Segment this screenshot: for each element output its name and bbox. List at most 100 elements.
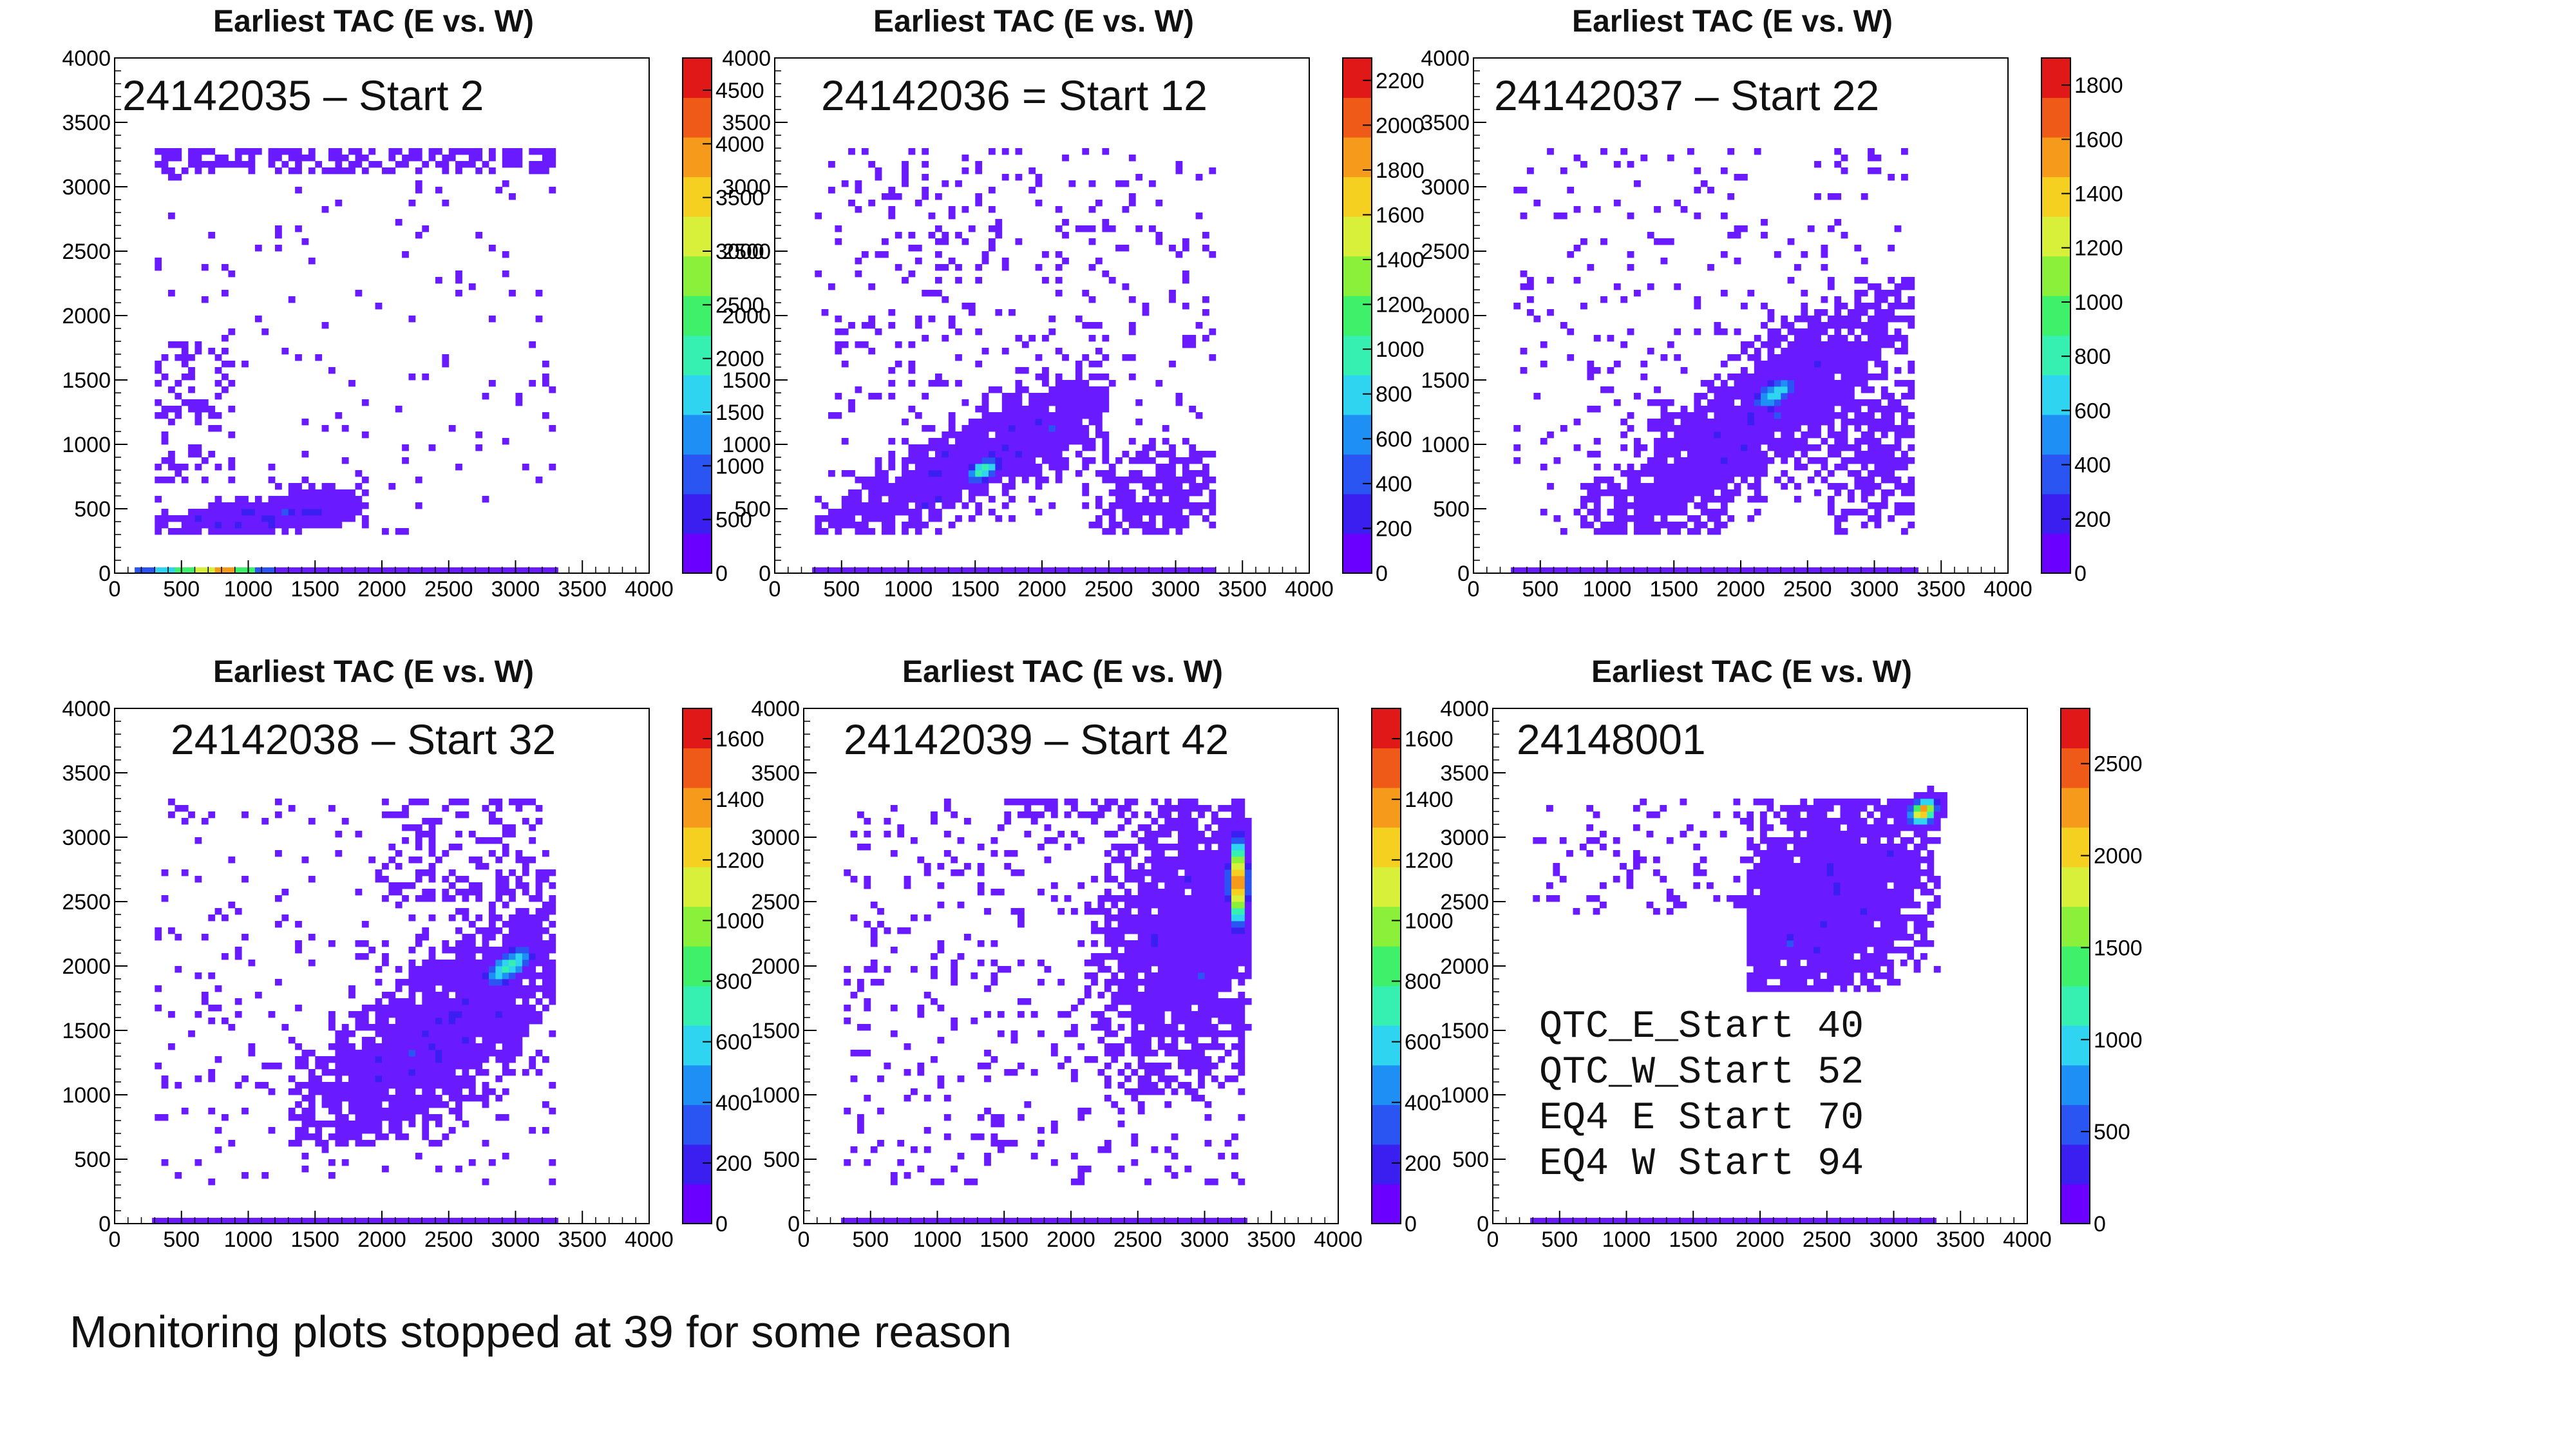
heatmap-cell	[1781, 386, 1788, 393]
heatmap-cell	[549, 1159, 556, 1166]
heatmap-cell	[1009, 438, 1016, 445]
heatmap-cell	[1028, 464, 1036, 471]
heatmap-cell	[914, 528, 922, 535]
heatmap-cell	[455, 290, 462, 297]
heatmap-cell	[408, 882, 416, 889]
heatmap-cell	[1164, 992, 1172, 999]
heatmap-cell	[948, 477, 956, 484]
heatmap-cell	[1108, 515, 1116, 522]
heatmap-cell	[951, 972, 958, 980]
heatmap-cell	[1111, 947, 1119, 954]
heatmap-cell	[1854, 341, 1862, 348]
heatmap-cell	[502, 148, 509, 155]
heatmap-cell	[1573, 509, 1581, 516]
heatmap-cell	[1874, 341, 1882, 348]
heatmap-cell	[1593, 483, 1601, 490]
heatmap-cell	[1124, 998, 1132, 1005]
heatmap-cell	[455, 1043, 462, 1050]
heatmap-cell	[509, 889, 516, 896]
heatmap-cell	[1144, 1030, 1151, 1037]
heatmap-cell	[455, 811, 462, 819]
heatmap-cell	[1162, 425, 1170, 432]
heatmap-cell	[181, 522, 189, 529]
heatmap-cell	[1198, 979, 1205, 986]
heatmap-cell	[1015, 335, 1023, 342]
heatmap-cell	[1204, 914, 1212, 922]
heatmap-svg: 0 500 1000 1500 2000 2500 3000 3500 400005001000…	[722, 46, 1424, 601]
heatmap-cell	[890, 1005, 898, 1012]
heatmap-cell	[1204, 960, 1212, 967]
heatmap-cell	[382, 1114, 389, 1121]
heatmap-cell	[1238, 953, 1245, 960]
heatmap-cell	[1202, 245, 1209, 252]
heatmap-cell	[1841, 232, 1848, 239]
heatmap-cell	[1741, 438, 1748, 445]
heatmap-cell	[928, 489, 936, 497]
heatmap-cell	[1634, 502, 1641, 509]
heatmap-cell	[1888, 489, 1895, 497]
heatmap-cell	[1091, 1011, 1098, 1018]
heatmap-cell	[1901, 431, 1908, 439]
heatmap-cell	[1640, 489, 1648, 497]
heatmap-cell	[1189, 502, 1197, 509]
heatmap-cell	[1714, 515, 1721, 522]
heatmap-cell	[1128, 354, 1136, 361]
heatmap-cell	[422, 1043, 430, 1050]
heatmap-cell	[1169, 470, 1176, 477]
y-tick-label: 1000	[722, 433, 771, 457]
heatmap-cell	[1794, 464, 1801, 471]
heatmap-cell	[1211, 953, 1218, 960]
y-tick-label: 0	[1457, 562, 1470, 586]
heatmap-cell	[1144, 921, 1151, 928]
heatmap-cell	[228, 1024, 236, 1031]
y-tick-label: 3000	[1421, 175, 1470, 200]
heatmap-cell	[935, 457, 942, 464]
heatmap-cell	[395, 811, 402, 819]
x-tick-label: 0	[109, 1227, 121, 1252]
heatmap-cell	[489, 998, 496, 1005]
heatmap-cell	[1794, 406, 1801, 413]
heatmap-cell	[415, 1005, 422, 1012]
heatmap-cell	[1124, 1063, 1132, 1070]
heatmap-cell	[549, 869, 556, 876]
heatmap-cell	[1741, 393, 1748, 400]
plot-title: Earliest TAC (E vs. W)	[902, 655, 1223, 689]
heatmap-cell	[341, 1030, 349, 1037]
heatmap-cell	[335, 1095, 343, 1102]
heatmap-cell	[515, 914, 523, 922]
heatmap-cell	[1155, 238, 1163, 245]
heatmap-cell	[1151, 979, 1159, 986]
heatmap-cell	[395, 985, 402, 992]
heatmap-cell	[1108, 380, 1116, 387]
heatmap-cell	[328, 1172, 336, 1179]
heatmap-cell	[222, 264, 229, 271]
heatmap-cell	[1117, 1108, 1125, 1115]
heatmap-cell	[161, 509, 169, 516]
heatmap-cell	[1009, 406, 1016, 413]
heatmap-cell	[468, 1075, 476, 1083]
heatmap-cell	[1634, 470, 1641, 477]
heatmap-cell	[1801, 380, 1808, 387]
heatmap-cell	[194, 451, 202, 458]
heatmap-cell	[1674, 354, 1681, 361]
heatmap-cell	[1821, 457, 1828, 464]
heatmap-cell	[549, 934, 556, 941]
heatmap-cell	[415, 1095, 422, 1102]
colorbar-segment	[2041, 176, 2070, 217]
heatmap-cell	[1787, 399, 1795, 406]
heatmap-cell	[1117, 914, 1125, 922]
heatmap-cell	[428, 837, 436, 844]
heatmap-cell	[214, 502, 222, 509]
heatmap-cell	[923, 992, 931, 999]
heatmap-cell	[315, 1127, 323, 1134]
heatmap-cell	[1754, 406, 1761, 413]
heatmap-cell	[1178, 992, 1185, 999]
heatmap-cell	[1155, 451, 1163, 458]
heatmap-cell	[1868, 335, 1875, 342]
heatmap-cell	[502, 992, 509, 999]
heatmap-cell	[468, 960, 476, 967]
heatmap-cell	[1048, 393, 1056, 400]
heatmap-cell	[990, 1114, 998, 1121]
heatmap-cell	[1224, 998, 1232, 1005]
heatmap-cell	[214, 161, 222, 168]
